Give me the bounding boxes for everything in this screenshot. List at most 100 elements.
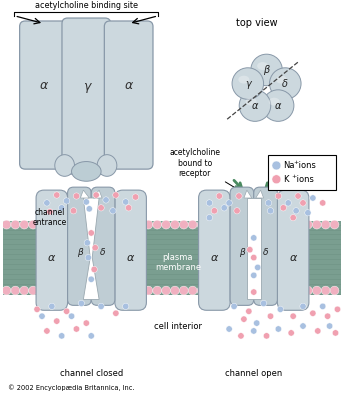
Circle shape bbox=[238, 333, 244, 339]
Circle shape bbox=[88, 230, 94, 236]
Circle shape bbox=[46, 220, 55, 229]
Circle shape bbox=[294, 286, 303, 295]
Circle shape bbox=[330, 220, 339, 229]
Circle shape bbox=[63, 308, 70, 314]
Circle shape bbox=[34, 306, 40, 312]
Circle shape bbox=[259, 286, 268, 295]
Circle shape bbox=[83, 199, 89, 205]
Circle shape bbox=[268, 220, 277, 229]
Text: α: α bbox=[40, 79, 48, 92]
Ellipse shape bbox=[72, 162, 101, 181]
Circle shape bbox=[310, 195, 316, 201]
Circle shape bbox=[326, 323, 333, 329]
Polygon shape bbox=[247, 198, 261, 299]
Circle shape bbox=[86, 206, 93, 212]
Circle shape bbox=[315, 328, 321, 334]
Circle shape bbox=[84, 240, 90, 246]
Circle shape bbox=[179, 220, 188, 229]
FancyBboxPatch shape bbox=[36, 190, 67, 310]
Text: α: α bbox=[125, 79, 133, 92]
Text: cell interior: cell interior bbox=[154, 322, 202, 331]
Circle shape bbox=[272, 175, 281, 184]
Circle shape bbox=[265, 200, 272, 206]
Circle shape bbox=[37, 286, 46, 295]
Circle shape bbox=[259, 220, 268, 229]
FancyBboxPatch shape bbox=[277, 190, 309, 310]
Text: α: α bbox=[211, 253, 218, 262]
Circle shape bbox=[64, 286, 73, 295]
Circle shape bbox=[236, 193, 242, 199]
Circle shape bbox=[224, 286, 233, 295]
Circle shape bbox=[286, 286, 294, 295]
Polygon shape bbox=[93, 190, 102, 198]
Circle shape bbox=[113, 192, 119, 198]
FancyBboxPatch shape bbox=[104, 21, 153, 169]
Ellipse shape bbox=[97, 155, 117, 177]
Circle shape bbox=[44, 200, 50, 206]
Polygon shape bbox=[83, 198, 99, 299]
Circle shape bbox=[82, 220, 91, 229]
FancyBboxPatch shape bbox=[230, 187, 254, 305]
Circle shape bbox=[29, 286, 37, 295]
Circle shape bbox=[83, 320, 89, 326]
Circle shape bbox=[39, 313, 45, 320]
Text: channel closed: channel closed bbox=[60, 369, 123, 378]
Circle shape bbox=[100, 286, 108, 295]
Circle shape bbox=[29, 220, 37, 229]
Circle shape bbox=[122, 199, 129, 205]
Circle shape bbox=[117, 286, 126, 295]
Circle shape bbox=[135, 220, 144, 229]
Circle shape bbox=[20, 286, 29, 295]
Circle shape bbox=[91, 266, 97, 273]
Circle shape bbox=[11, 220, 20, 229]
Text: acetylcholine
bound to
receptor: acetylcholine bound to receptor bbox=[169, 149, 240, 191]
Circle shape bbox=[290, 313, 296, 320]
Circle shape bbox=[113, 310, 119, 316]
Circle shape bbox=[275, 193, 281, 199]
Circle shape bbox=[247, 247, 253, 253]
Ellipse shape bbox=[238, 76, 249, 84]
Circle shape bbox=[221, 205, 227, 211]
Text: plasma
membrane: plasma membrane bbox=[155, 253, 201, 272]
Circle shape bbox=[110, 208, 116, 214]
Circle shape bbox=[267, 313, 273, 320]
Circle shape bbox=[206, 215, 213, 221]
Circle shape bbox=[103, 197, 109, 203]
Circle shape bbox=[49, 303, 55, 310]
Circle shape bbox=[122, 303, 129, 310]
Circle shape bbox=[71, 208, 77, 214]
Circle shape bbox=[250, 255, 257, 261]
Circle shape bbox=[55, 220, 64, 229]
Circle shape bbox=[320, 200, 326, 206]
Circle shape bbox=[264, 333, 270, 339]
Ellipse shape bbox=[270, 68, 301, 99]
FancyBboxPatch shape bbox=[198, 190, 230, 310]
Circle shape bbox=[188, 286, 197, 295]
Circle shape bbox=[73, 286, 82, 295]
Circle shape bbox=[216, 193, 223, 199]
Text: Na: Na bbox=[283, 161, 295, 170]
Circle shape bbox=[334, 306, 341, 312]
Text: γ: γ bbox=[83, 80, 90, 93]
Circle shape bbox=[275, 326, 281, 332]
Circle shape bbox=[58, 333, 65, 339]
Circle shape bbox=[215, 220, 224, 229]
Circle shape bbox=[188, 220, 197, 229]
Circle shape bbox=[312, 220, 321, 229]
Circle shape bbox=[153, 220, 162, 229]
Circle shape bbox=[277, 220, 286, 229]
Text: acetylcholine binding site: acetylcholine binding site bbox=[35, 1, 138, 10]
Text: channel open: channel open bbox=[225, 369, 282, 378]
Circle shape bbox=[268, 286, 277, 295]
Circle shape bbox=[321, 286, 330, 295]
Circle shape bbox=[47, 209, 53, 215]
Circle shape bbox=[312, 286, 321, 295]
Polygon shape bbox=[244, 190, 252, 198]
Circle shape bbox=[73, 326, 79, 332]
Circle shape bbox=[93, 192, 99, 198]
Text: δ: δ bbox=[100, 248, 106, 257]
Circle shape bbox=[92, 245, 98, 251]
Circle shape bbox=[126, 286, 135, 295]
Circle shape bbox=[250, 328, 257, 334]
Bar bbox=[3, 221, 341, 295]
